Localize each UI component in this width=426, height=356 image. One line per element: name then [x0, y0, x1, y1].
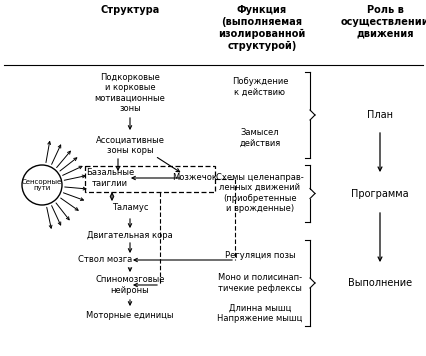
- Text: Роль в
осуществлении
движения: Роль в осуществлении движения: [340, 5, 426, 39]
- Text: Программа: Программа: [350, 189, 408, 199]
- Text: Регуляция позы: Регуляция позы: [224, 251, 295, 260]
- Text: Структура: Структура: [100, 5, 159, 15]
- Text: Длинна мышц
Напряжение мышц: Длинна мышц Напряжение мышц: [217, 303, 302, 323]
- Text: Спиномозговые
нейроны: Спиномозговые нейроны: [95, 275, 164, 295]
- Text: Сенсорные
пути: Сенсорные пути: [22, 179, 62, 192]
- Text: Побуждение
к действию: Побуждение к действию: [231, 77, 288, 97]
- Text: Таламус: Таламус: [112, 204, 148, 213]
- Text: Схемы целенаправ-
ленных движений
(приобретенные
и врожденные): Схемы целенаправ- ленных движений (приоб…: [216, 173, 303, 213]
- Text: Двигательная кора: Двигательная кора: [87, 230, 173, 240]
- Text: Подкорковые
и корковые
мотивационные
зоны: Подкорковые и корковые мотивационные зон…: [94, 73, 165, 113]
- Text: Базальные
таиглии: Базальные таиглии: [86, 168, 134, 188]
- Text: Замысел
действия: Замысел действия: [239, 128, 280, 148]
- Text: Ассоциативные
зоны коры: Ассоциативные зоны коры: [95, 135, 164, 155]
- Text: Моторные единицы: Моторные единицы: [86, 310, 173, 319]
- Text: Моно и полисинап-
тичекие рефлексы: Моно и полисинап- тичекие рефлексы: [217, 273, 301, 293]
- Text: Функция
(выполняемая
изолированной
структурой): Функция (выполняемая изолированной струк…: [218, 5, 305, 51]
- Text: План: План: [366, 110, 392, 120]
- Text: Ствол мозга: Ствол мозга: [78, 256, 132, 265]
- Text: Мозжечок: Мозжечок: [172, 173, 217, 183]
- Text: Выполнение: Выполнение: [347, 278, 411, 288]
- Circle shape: [22, 165, 62, 205]
